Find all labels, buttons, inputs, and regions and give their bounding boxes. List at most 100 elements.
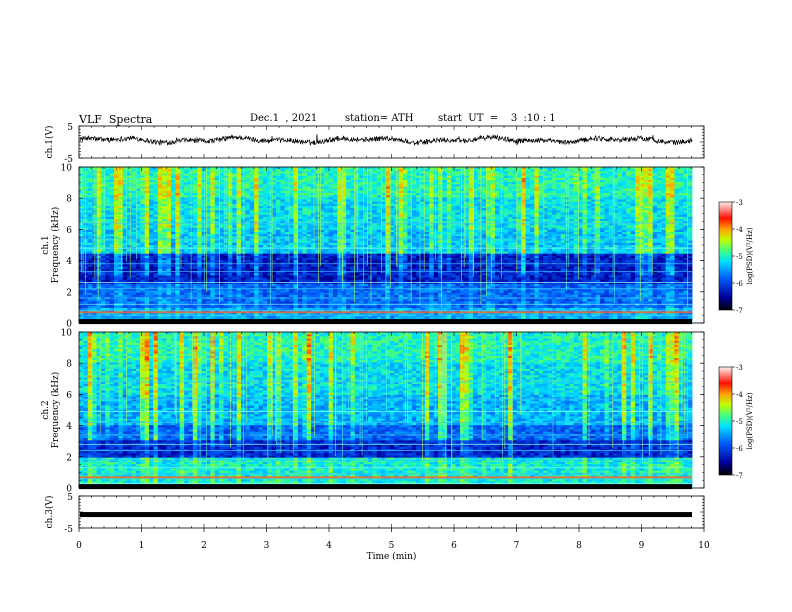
ch1-cell [140,195,146,198]
ch1-cell [687,177,693,181]
ch1-cell [600,216,605,220]
ch1-cell [665,186,671,190]
ch1-cell [87,180,93,183]
ch1-cell [639,210,645,213]
ch1-cell [403,193,408,196]
ch1-cell [464,184,470,187]
ch1-cell [184,175,189,179]
ch1-cell [311,186,316,190]
ch1-cell [630,199,636,203]
ch1-cell [87,169,93,172]
ch1-cell [118,219,124,222]
ch1-cell [442,177,448,181]
ch1-cell [346,184,351,187]
ch1-cell [385,208,391,211]
ch1-cell [127,188,132,192]
ch1-cell [210,180,216,183]
ch1-waveform-panel: 5-5ch.1(V) [44,123,705,165]
ch1-cell [608,167,614,170]
ch1-cell [297,208,303,211]
ch1-cell [389,201,395,205]
ch1-cell [543,206,548,209]
ch1-cell [556,182,562,185]
ch1-cell [473,214,478,218]
ch1-cell [433,190,439,194]
ch1-cell [468,180,474,183]
ch1-cell [363,188,369,192]
ch1-cell [639,184,645,187]
ch1-cell [236,186,242,190]
ch1-cell [118,171,124,174]
ch1-cell [626,177,632,181]
ch1-cell [630,201,636,205]
ch1-cell [87,175,93,179]
ch1-cell [600,186,605,190]
ch1-cell [398,223,404,226]
ch1-cell [543,221,548,224]
ch1-cell [416,219,421,222]
ch1-cell [416,167,421,170]
ch1-cell [678,210,684,213]
ch1-cell [319,177,325,181]
ch1-cell [131,175,137,179]
ch1-cell [245,167,251,170]
ch1-cell [276,182,281,185]
ch1-cell [254,197,259,200]
ch1-cell [591,199,597,203]
ch1-cell [276,171,281,174]
ch1-cell [197,193,202,196]
ch1-cell [608,197,614,200]
ch1-cell [455,169,461,172]
ch1-cell [258,214,264,218]
ch1-cell [481,208,487,211]
ch1-cell [486,188,491,192]
ch1-cell [114,182,119,185]
ch1-cell [643,197,649,200]
ch1-cell [227,171,233,174]
ch1-cell [219,193,224,196]
ch1-cell [179,186,185,190]
ch1-cell [153,214,159,218]
ch1-cell [438,188,443,192]
ch1-cell [565,203,570,207]
ch1-cell [197,201,202,205]
ch1-cell [293,173,299,177]
ch1-cell [284,219,290,222]
ch1-cell [227,216,233,220]
ch1-cell [367,169,373,172]
ch1-cell [92,184,97,187]
ch1-cell [245,173,251,177]
ch1-cell [258,219,264,222]
ch1-cell [403,219,408,222]
ch1-cell [241,201,246,205]
ch1-cell [656,184,662,187]
ch1-cell [289,193,294,196]
ch1-cell [464,169,470,172]
ch1-cell [227,208,233,211]
ch1-cell [367,219,373,222]
ch1-cell [591,203,597,207]
ch1-cell [175,221,181,224]
ch1-cell [543,208,548,211]
ch1-cell [639,203,645,207]
ch1-cell [621,210,627,213]
ch1-cell [670,169,675,172]
ch1-cell [586,206,592,209]
ch1-cell [223,225,229,229]
ch1-cell [184,195,189,198]
ch1-cell [600,173,605,177]
ch1-cell [227,169,233,172]
ch1-cell [687,173,693,177]
ch1-cell [595,221,601,224]
ch1-cell [205,201,211,205]
ch1-cell [249,208,255,211]
ch1-cell [359,193,365,196]
ch1-cell [372,208,378,211]
ch1-cell [385,195,391,198]
ch1-cell [503,193,509,196]
ch1-cell [245,182,251,185]
ch1-cell [192,190,198,194]
ch1-cell [643,210,649,213]
ch1-cell [459,177,465,181]
ch1-cell [560,210,566,213]
